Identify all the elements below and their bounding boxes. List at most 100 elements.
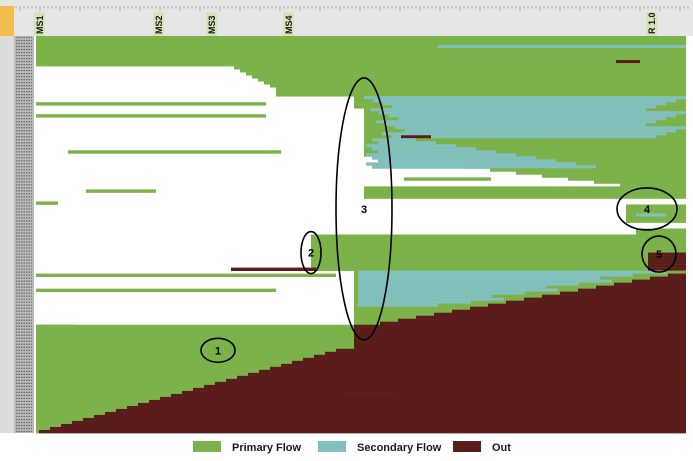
flow-segment-primary [364, 150, 686, 154]
flow-segment-primary [36, 423, 61, 428]
flow-segment-secondary [379, 111, 686, 115]
flow-segment-primary [86, 189, 156, 193]
flow-segment-primary [364, 153, 686, 157]
flow-segment-out [94, 414, 686, 419]
flow-segment-out [648, 261, 686, 265]
flow-segment-secondary [372, 138, 416, 142]
flow-segment-primary [36, 357, 303, 362]
annotation-ellipse [200, 337, 236, 364]
flow-segment-primary [364, 138, 686, 142]
flow-segment-out [231, 267, 316, 271]
flow-segment-out [72, 420, 686, 425]
flow-segment-out [237, 375, 686, 380]
flow-segment-primary [626, 210, 686, 214]
flow-segment-secondary [391, 135, 656, 139]
flow-segment-primary [258, 78, 686, 82]
flow-segment-primary [311, 237, 686, 241]
flow-segment-out [259, 369, 686, 374]
annotation-label: 1 [215, 345, 221, 357]
flow-segment-primary [36, 324, 76, 329]
flow-segment-secondary [383, 102, 666, 106]
flow-segment-out [292, 360, 686, 365]
flow-segment-secondary [358, 288, 558, 293]
flow-segment-secondary [358, 297, 504, 302]
flow-segment-primary [311, 264, 686, 268]
flow-segment-out [416, 315, 686, 320]
flow-segment-out [354, 324, 686, 329]
flow-segment-primary [36, 36, 686, 40]
flow-segment-primary [36, 372, 248, 377]
flow-segment-secondary [366, 162, 576, 166]
flow-segment-primary [311, 234, 686, 238]
flow-segment-out [193, 387, 686, 392]
flow-segment-secondary [358, 282, 579, 287]
flow-segment-out [488, 303, 686, 308]
flow-segment-secondary [358, 294, 492, 299]
flow-segment-out [470, 306, 686, 311]
flow-segment-primary [264, 81, 686, 85]
flow-segment-secondary [358, 285, 546, 290]
flow-segment-primary [36, 342, 354, 347]
annotation-ellipse [300, 230, 322, 275]
annotation-ellipse [641, 235, 677, 273]
flow-segment-out [354, 330, 686, 335]
flow-segment-primary [354, 309, 452, 314]
flow-segment-out [560, 291, 686, 296]
flow-segment-primary [36, 402, 138, 407]
legend-swatch [193, 441, 221, 452]
gutter-left-band [0, 36, 14, 433]
flow-segment-primary [364, 189, 686, 193]
legend-swatch [453, 441, 481, 452]
milestone-label-bg [283, 12, 294, 36]
milestone-labels: MS1 MS2 MS3 MS4 R 1.0 [34, 12, 657, 36]
legend-swatch [318, 441, 346, 452]
flow-segment-primary [364, 147, 686, 151]
flow-segment-primary [36, 420, 72, 425]
flow-segment-out [149, 399, 686, 404]
flow-segment-primary [36, 351, 325, 356]
flow-segment-out [215, 381, 686, 386]
flow-segment-primary [36, 378, 100, 383]
flow-segment-out [648, 258, 686, 262]
flow-segment-primary [311, 252, 686, 256]
flow-segment-primary [36, 387, 193, 392]
flow-segment-out [632, 279, 686, 284]
flow-segment-primary [36, 378, 226, 383]
flow-segment-primary [36, 39, 686, 43]
flow-segment-secondary [358, 300, 471, 305]
legend-label: Secondary Flow [357, 442, 442, 454]
flow-segment-out [171, 393, 686, 398]
flow-segment-primary [311, 258, 686, 262]
annotation-4: 4 [616, 187, 678, 231]
flow-segment-secondary [358, 303, 438, 308]
flow-segment-out [650, 276, 686, 281]
row-id-gutter [0, 36, 34, 433]
flow-segment-out [50, 426, 686, 431]
flow-segment-primary [36, 288, 276, 293]
flow-segment-primary [36, 51, 686, 55]
milestone-r-1-0: R 1.0 [646, 12, 657, 36]
milestone-label-bg [206, 12, 217, 36]
legend: Primary Flow Secondary Flow Out [193, 441, 511, 454]
flow-segment-out [354, 339, 686, 344]
annotation-3: 3 [335, 77, 393, 341]
flow-segment-primary [36, 357, 112, 362]
flow-segment-primary [36, 333, 354, 338]
milestone-label-bg [646, 12, 657, 36]
flow-segment-primary [542, 174, 686, 178]
flow-segment-out [354, 333, 686, 338]
flow-segment-out [398, 318, 686, 323]
flow-segment-out [105, 411, 686, 416]
plot-area [36, 36, 686, 434]
flow-segment-out [354, 342, 686, 347]
flow-segment-secondary [389, 114, 676, 118]
flow-segment-primary [36, 390, 182, 395]
flow-segment-out [614, 282, 686, 287]
flow-segment-out [354, 336, 686, 341]
ruler-corner [0, 6, 14, 36]
flow-segment-out [281, 363, 686, 368]
milestone-label: MS2 [154, 15, 164, 34]
milestone-label: MS1 [35, 15, 45, 34]
flow-segment-out [506, 300, 686, 305]
flow-segment-primary [516, 171, 686, 175]
